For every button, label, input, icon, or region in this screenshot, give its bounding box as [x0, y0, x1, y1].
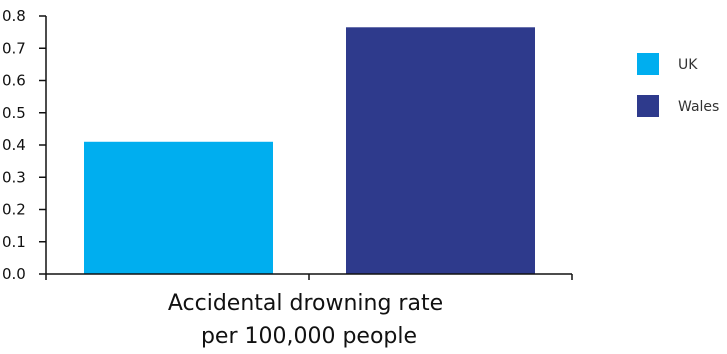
- x-axis-label: Accidental drowning rate per 100,000 peo…: [168, 291, 450, 349]
- legend-label-wales: Wales: [678, 99, 719, 115]
- x-axis-label-line-2: per 100,000 people: [201, 324, 417, 349]
- legend-label-uk: UK: [678, 57, 698, 73]
- x-axis-ticks: [45, 274, 573, 280]
- y-tick-label: 0.8: [2, 7, 26, 25]
- y-tick-label: 0.6: [2, 72, 26, 90]
- legend: UK Wales: [637, 53, 719, 117]
- y-tick-label: 0.4: [2, 136, 26, 154]
- y-axis-ticks: 0.0 0.1 0.2 0.3 0.4 0.5 0.6 0.7 0.8: [2, 7, 46, 283]
- y-tick-label: 0.5: [2, 104, 26, 122]
- x-axis-label-line-1: Accidental drowning rate: [168, 291, 443, 316]
- y-tick-label: 0.7: [2, 39, 26, 57]
- bar-wales: [346, 27, 535, 274]
- legend-swatch-uk: [637, 53, 659, 75]
- y-tick-label: 0.3: [2, 168, 26, 186]
- y-tick-label: 0.0: [2, 265, 26, 283]
- bar-uk: [84, 141, 273, 274]
- bars: [84, 27, 535, 274]
- legend-swatch-wales: [637, 95, 659, 117]
- y-tick-label: 0.2: [2, 201, 26, 219]
- axes: [45, 16, 573, 280]
- y-tick-label: 0.1: [2, 233, 26, 251]
